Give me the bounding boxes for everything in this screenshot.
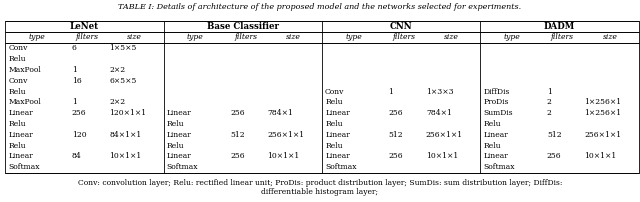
Text: size: size (285, 34, 301, 41)
Text: 1×256×1: 1×256×1 (584, 98, 621, 106)
Text: 784×1: 784×1 (268, 109, 293, 117)
Text: 2×2: 2×2 (109, 66, 125, 74)
Text: Softmax: Softmax (325, 163, 356, 171)
Text: 2×2: 2×2 (109, 98, 125, 106)
Text: 256×1×1: 256×1×1 (584, 131, 621, 139)
Text: DiffDis: DiffDis (484, 87, 510, 96)
Text: 512: 512 (547, 131, 561, 139)
Text: Relu: Relu (166, 120, 184, 128)
Text: 1: 1 (72, 66, 77, 74)
Text: 256×1×1: 256×1×1 (426, 131, 463, 139)
Text: Linear: Linear (325, 131, 350, 139)
Text: Linear: Linear (484, 153, 508, 160)
Text: ProDis: ProDis (484, 98, 509, 106)
Text: Relu: Relu (8, 55, 26, 63)
Text: 10×1×1: 10×1×1 (426, 153, 458, 160)
Text: Relu: Relu (484, 120, 501, 128)
Text: Linear: Linear (325, 153, 350, 160)
Text: 1×5×5: 1×5×5 (109, 44, 136, 52)
Text: type: type (504, 34, 520, 41)
Text: 10×1×1: 10×1×1 (109, 153, 141, 160)
Text: 84: 84 (72, 153, 81, 160)
Text: 1×3×3: 1×3×3 (426, 87, 454, 96)
Text: 256: 256 (388, 153, 403, 160)
Text: Relu: Relu (8, 120, 26, 128)
Text: 256: 256 (72, 109, 86, 117)
Text: Relu: Relu (325, 142, 342, 150)
Text: Relu: Relu (8, 142, 26, 150)
Text: Linear: Linear (8, 153, 33, 160)
Text: Relu: Relu (8, 87, 26, 96)
Text: 2: 2 (547, 98, 552, 106)
Text: 120×1×1: 120×1×1 (109, 109, 147, 117)
Text: Conv: Conv (325, 87, 344, 96)
Text: Linear: Linear (484, 131, 508, 139)
Text: 784×1: 784×1 (426, 109, 452, 117)
Text: Base Classifier: Base Classifier (207, 22, 279, 31)
Text: MaxPool: MaxPool (8, 66, 41, 74)
Text: size: size (127, 34, 142, 41)
Text: size: size (444, 34, 459, 41)
Text: 6: 6 (72, 44, 77, 52)
Text: 256: 256 (230, 153, 244, 160)
Text: Linear: Linear (166, 153, 191, 160)
Text: filters: filters (234, 34, 257, 41)
Text: 256: 256 (388, 109, 403, 117)
Text: size: size (602, 34, 618, 41)
Text: Linear: Linear (8, 131, 33, 139)
Text: 256×1×1: 256×1×1 (268, 131, 305, 139)
Text: Relu: Relu (325, 98, 342, 106)
Text: Relu: Relu (325, 120, 342, 128)
Text: Relu: Relu (166, 142, 184, 150)
Text: DADM: DADM (544, 22, 575, 31)
Text: 84×1×1: 84×1×1 (109, 131, 141, 139)
Text: LeNet: LeNet (70, 22, 99, 31)
Text: 1: 1 (72, 98, 77, 106)
Text: Linear: Linear (166, 109, 191, 117)
Text: Linear: Linear (8, 109, 33, 117)
Text: filters: filters (551, 34, 574, 41)
Text: TABLE I: Details of architecture of the proposed model and the networks selected: TABLE I: Details of architecture of the … (118, 3, 522, 11)
Text: CNN: CNN (390, 22, 412, 31)
Text: 6×5×5: 6×5×5 (109, 77, 136, 85)
Text: MaxPool: MaxPool (8, 98, 41, 106)
Text: Linear: Linear (166, 131, 191, 139)
Text: SumDis: SumDis (484, 109, 513, 117)
Text: 256: 256 (547, 153, 561, 160)
Text: Softmax: Softmax (484, 163, 515, 171)
Text: 512: 512 (388, 131, 403, 139)
Text: 1: 1 (547, 87, 552, 96)
Text: Conv: Conv (8, 44, 28, 52)
Text: type: type (28, 34, 45, 41)
Text: 1: 1 (388, 87, 394, 96)
Text: 512: 512 (230, 131, 244, 139)
Text: type: type (187, 34, 204, 41)
Text: 120: 120 (72, 131, 86, 139)
Text: Softmax: Softmax (8, 163, 40, 171)
Text: 256: 256 (230, 109, 244, 117)
Text: 16: 16 (72, 77, 81, 85)
Text: Relu: Relu (484, 142, 501, 150)
Text: Softmax: Softmax (166, 163, 198, 171)
Text: Linear: Linear (325, 109, 350, 117)
Text: Conv: convolution layer; Relu: rectified linear unit; ProDis: product distributi: Conv: convolution layer; Relu: rectified… (77, 179, 563, 196)
Text: 10×1×1: 10×1×1 (268, 153, 300, 160)
Text: 10×1×1: 10×1×1 (584, 153, 616, 160)
Text: filters: filters (76, 34, 99, 41)
Text: Conv: Conv (8, 77, 28, 85)
Text: 2: 2 (547, 109, 552, 117)
Text: 1×256×1: 1×256×1 (584, 109, 621, 117)
Text: filters: filters (392, 34, 415, 41)
Text: type: type (345, 34, 362, 41)
